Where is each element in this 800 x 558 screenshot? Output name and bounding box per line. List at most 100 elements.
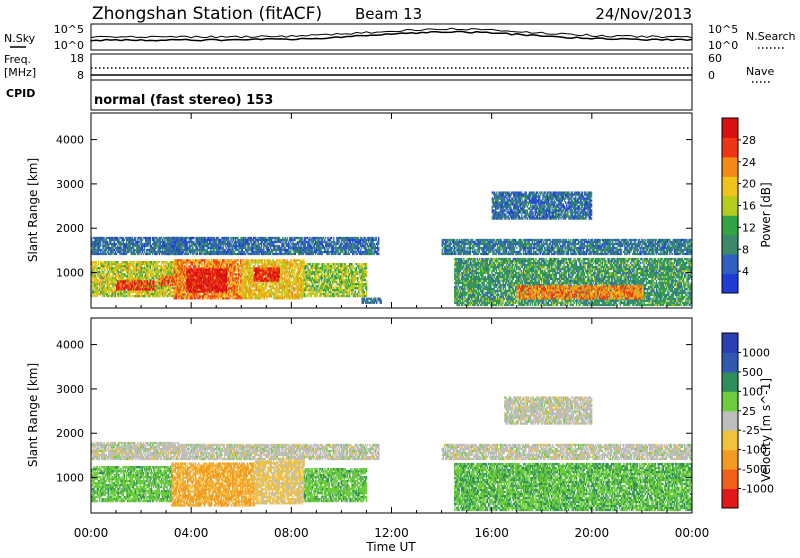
range-cell (196, 295, 197, 297)
range-cell (231, 265, 232, 267)
range-cell (206, 290, 207, 292)
range-cell (226, 273, 227, 275)
range-cell (185, 293, 186, 295)
range-cell (226, 275, 227, 277)
range-cell (118, 273, 119, 275)
range-cell (141, 253, 142, 255)
range-cell (101, 295, 102, 297)
range-cell (120, 245, 121, 247)
range-cell (150, 241, 151, 243)
range-cell (226, 271, 227, 273)
range-cell (262, 275, 263, 277)
range-cell (176, 281, 177, 283)
range-cell (114, 241, 115, 243)
range-cell (100, 245, 101, 247)
range-cell (118, 239, 119, 241)
range-cell (245, 237, 246, 239)
range-cell (111, 253, 112, 255)
range-cell (184, 291, 185, 293)
range-cell (194, 295, 195, 297)
range-cell (180, 253, 181, 255)
range-cell (101, 261, 102, 263)
range-cell (229, 289, 230, 291)
range-cell (202, 265, 203, 267)
range-cell (229, 247, 230, 249)
range-cell (290, 283, 291, 285)
range-cell (264, 259, 265, 261)
range-cell (130, 249, 131, 251)
range-cell (234, 251, 235, 253)
range-cell (107, 269, 108, 271)
range-cell (129, 245, 130, 247)
range-cell (175, 241, 176, 243)
range-cell (103, 271, 104, 273)
range-cell (204, 297, 205, 299)
range-cell (218, 290, 219, 292)
range-cell (157, 273, 158, 275)
range-cell (301, 269, 302, 271)
range-cell (164, 241, 165, 243)
range-cell (275, 277, 276, 279)
range-cell (103, 295, 104, 297)
range-cell (180, 271, 181, 273)
range-cell (204, 237, 205, 239)
range-cell (148, 291, 149, 293)
range-cell (300, 271, 301, 273)
range-cell (241, 285, 242, 287)
range-cell (291, 259, 292, 261)
range-cell (102, 243, 103, 245)
range-cell (112, 247, 113, 249)
range-cell (187, 297, 188, 299)
range-cell (111, 289, 112, 291)
range-cell (114, 287, 115, 289)
range-cell (193, 241, 194, 243)
range-cell (279, 269, 280, 271)
range-cell (150, 295, 151, 297)
range-cell (168, 282, 169, 284)
range-cell (142, 247, 143, 249)
range-cell (238, 277, 239, 279)
range-cell (153, 273, 154, 275)
search-tick-bottom: 10^0 (708, 39, 738, 52)
range-cell (102, 273, 103, 275)
range-cell (211, 290, 212, 292)
range-cell (204, 290, 205, 292)
range-cell (94, 247, 95, 249)
range-cell (156, 263, 157, 265)
range-cell (222, 269, 223, 271)
range-cell (207, 249, 208, 251)
range-cell (229, 241, 230, 243)
range-cell (127, 261, 128, 263)
range-cell (201, 253, 202, 255)
range-cell (265, 287, 266, 289)
range-cell (224, 283, 225, 285)
range-cell (207, 293, 208, 295)
range-cell (197, 251, 198, 253)
range-cell (178, 275, 179, 277)
range-cell (292, 291, 293, 293)
range-cell (176, 289, 177, 291)
range-cell (204, 287, 205, 289)
range-cell (100, 271, 101, 273)
range-cell (284, 259, 285, 261)
range-cell (100, 241, 101, 243)
range-cell (150, 280, 151, 282)
range-cell (114, 249, 115, 251)
range-cell (236, 243, 237, 245)
range-cell (205, 277, 206, 279)
range-cell (120, 291, 121, 293)
range-cell (142, 251, 143, 253)
range-cell (301, 297, 302, 299)
range-cell (150, 253, 151, 255)
range-cell (226, 277, 227, 279)
range-cell (121, 263, 122, 265)
range-cell (179, 295, 180, 297)
range-cell (182, 253, 183, 255)
range-cell (94, 273, 95, 275)
range-cell (125, 293, 126, 295)
range-cell (238, 259, 239, 261)
range-cell (242, 273, 243, 275)
range-cell (125, 280, 126, 282)
range-cell (203, 285, 204, 287)
range-cell (300, 267, 301, 269)
